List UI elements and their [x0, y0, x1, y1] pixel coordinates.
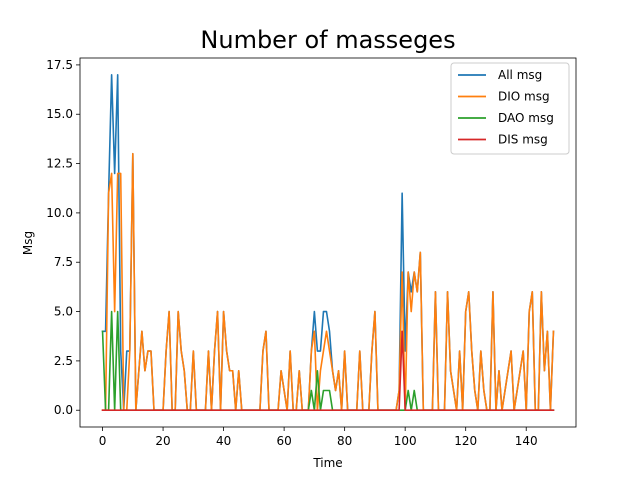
- legend-entry: DAO msg: [498, 111, 554, 125]
- x-tick-label: 40: [216, 434, 231, 448]
- y-axis: 0.0 2.5 5.0 7.5 10.0 12.5 15.0 17.5: [46, 58, 80, 417]
- y-tick-label: 5.0: [54, 305, 73, 319]
- legend-entry: DIS msg: [498, 133, 548, 147]
- y-tick-label: 7.5: [54, 255, 73, 269]
- y-tick-label: 10.0: [46, 206, 73, 220]
- legend-entry: All msg: [498, 68, 542, 82]
- legend-box: [450, 62, 570, 155]
- chart-title: Number of masseges: [200, 26, 455, 54]
- x-tick-label: 0: [99, 434, 107, 448]
- y-tick-label: 12.5: [46, 157, 73, 171]
- x-tick-label: 80: [337, 434, 352, 448]
- x-tick-label: 100: [394, 434, 417, 448]
- series-line-dis-msg: [101, 330, 555, 412]
- legend-entry: DIO msg: [498, 90, 550, 104]
- x-tick-label: 120: [454, 434, 477, 448]
- x-tick-label: 140: [515, 434, 538, 448]
- x-tick-label: 20: [155, 434, 170, 448]
- axes-frame: [79, 57, 577, 428]
- x-axis: 0 20 40 60 80 100 120 140: [99, 427, 538, 448]
- y-tick-label: 15.0: [46, 107, 73, 121]
- series-group: [101, 73, 555, 412]
- y-tick-label: 2.5: [54, 354, 73, 368]
- y-tick-label: 0.0: [54, 403, 73, 417]
- series-line-dio-msg: [101, 152, 555, 412]
- y-axis-label: Msg: [21, 231, 35, 255]
- y-tick-label: 17.5: [46, 58, 73, 72]
- plot-area: [79, 57, 577, 428]
- x-axis-label: Time: [312, 456, 342, 470]
- x-tick-label: 60: [276, 434, 291, 448]
- legend: All msg DIO msg DAO msg DIS msg: [450, 62, 570, 155]
